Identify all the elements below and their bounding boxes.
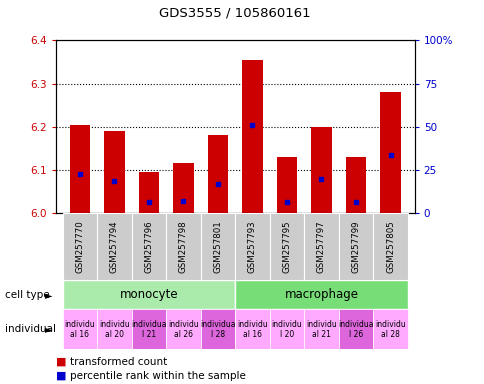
- Text: individu
al 20: individu al 20: [99, 319, 130, 339]
- Bar: [69, 124, 90, 213]
- Text: individua
l 26: individua l 26: [337, 319, 373, 339]
- Bar: [97, 213, 132, 280]
- Text: ■: ■: [56, 371, 66, 381]
- Text: GSM257770: GSM257770: [76, 220, 84, 273]
- Text: GSM257801: GSM257801: [213, 220, 222, 273]
- Bar: [373, 309, 407, 349]
- Text: GSM257797: GSM257797: [317, 220, 325, 273]
- Text: percentile rank within the sample: percentile rank within the sample: [70, 371, 246, 381]
- Bar: [166, 213, 200, 280]
- Bar: [373, 213, 407, 280]
- Bar: [345, 157, 365, 213]
- Text: GSM257796: GSM257796: [144, 220, 153, 273]
- Text: GSM257794: GSM257794: [110, 220, 119, 273]
- Text: individua
l 21: individua l 21: [131, 319, 166, 339]
- Text: individu
al 16: individu al 16: [64, 319, 95, 339]
- Bar: [200, 309, 235, 349]
- Bar: [200, 213, 235, 280]
- Text: individu
al 28: individu al 28: [374, 319, 405, 339]
- Bar: [269, 213, 303, 280]
- Bar: [235, 309, 269, 349]
- Bar: [235, 280, 407, 309]
- Text: cell type: cell type: [5, 290, 49, 300]
- Text: monocyte: monocyte: [120, 288, 178, 301]
- Text: ■: ■: [56, 357, 66, 367]
- Bar: [62, 309, 97, 349]
- Bar: [132, 213, 166, 280]
- Bar: [276, 157, 297, 213]
- Bar: [132, 309, 166, 349]
- Text: GSM257793: GSM257793: [247, 220, 257, 273]
- Bar: [235, 213, 269, 280]
- Bar: [173, 164, 194, 213]
- Text: individua
l 28: individua l 28: [200, 319, 235, 339]
- Bar: [338, 213, 373, 280]
- Bar: [242, 60, 262, 213]
- Bar: [379, 92, 400, 213]
- Text: GDS3555 / 105860161: GDS3555 / 105860161: [159, 6, 310, 19]
- Text: GSM257795: GSM257795: [282, 220, 291, 273]
- Bar: [97, 309, 132, 349]
- Bar: [311, 127, 331, 213]
- Bar: [62, 280, 235, 309]
- Bar: [303, 213, 338, 280]
- Bar: [138, 172, 159, 213]
- Text: individu
al 26: individu al 26: [168, 319, 198, 339]
- Bar: [269, 309, 303, 349]
- Bar: [303, 309, 338, 349]
- Text: individu
al 21: individu al 21: [305, 319, 336, 339]
- Text: individu
l 20: individu l 20: [271, 319, 302, 339]
- Bar: [166, 309, 200, 349]
- Text: ►: ►: [45, 324, 52, 334]
- Bar: [104, 131, 124, 213]
- Text: transformed count: transformed count: [70, 357, 167, 367]
- Bar: [207, 135, 228, 213]
- Text: GSM257805: GSM257805: [385, 220, 394, 273]
- Bar: [62, 213, 97, 280]
- Text: GSM257799: GSM257799: [351, 220, 360, 273]
- Text: GSM257798: GSM257798: [179, 220, 188, 273]
- Text: individu
al 16: individu al 16: [237, 319, 267, 339]
- Text: macrophage: macrophage: [284, 288, 358, 301]
- Text: ►: ►: [45, 290, 52, 300]
- Text: individual: individual: [5, 324, 56, 334]
- Bar: [338, 309, 373, 349]
